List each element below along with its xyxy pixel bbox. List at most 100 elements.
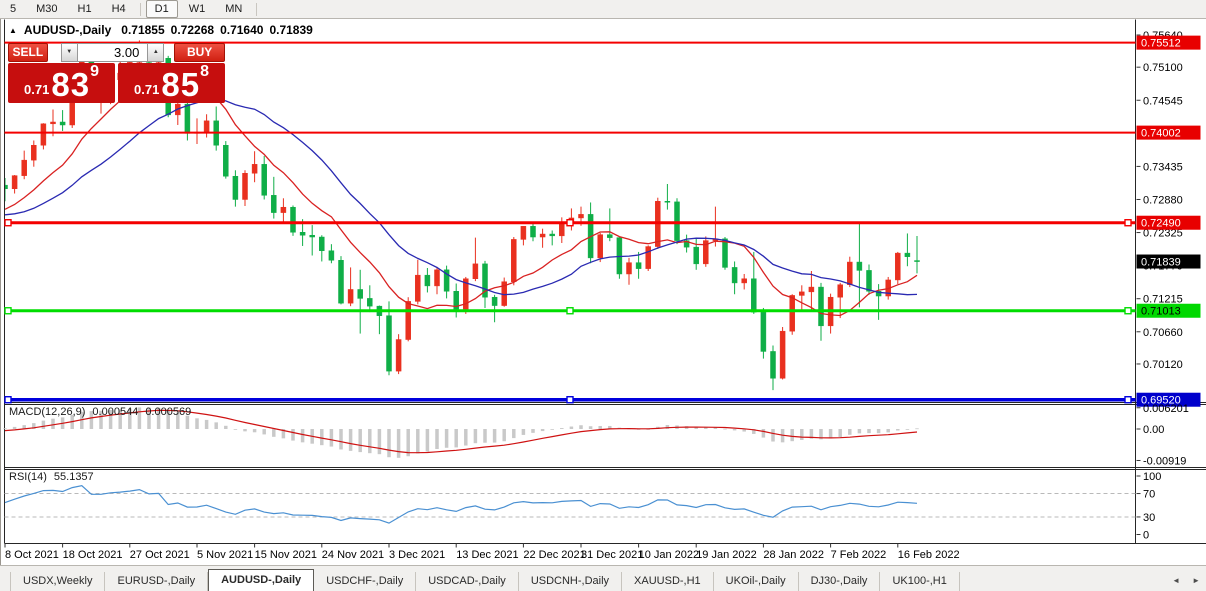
chart-tab-dj30-daily[interactable]: DJ30-,Daily — [799, 572, 881, 591]
hline-handle[interactable] — [566, 396, 574, 404]
lot-size-input[interactable]: 3.00 — [77, 43, 148, 62]
hline-handle[interactable] — [1124, 307, 1132, 315]
ma-20-line — [5, 98, 918, 296]
svg-text:22 Dec 2021: 22 Dec 2021 — [523, 549, 585, 561]
svg-text:10 Jan 2022: 10 Jan 2022 — [639, 549, 700, 561]
svg-text:0.72325: 0.72325 — [1143, 228, 1183, 240]
chart-tab-uk100-h1[interactable]: UK100-,H1 — [880, 572, 960, 591]
svg-text:70: 70 — [1143, 489, 1155, 501]
macd-indicator-label: MACD(12,26,9) 0.000544 0.000569 — [9, 406, 191, 418]
chart-tab-eurusd-daily[interactable]: EURUSD-,Daily — [105, 572, 209, 591]
buy-price-display[interactable]: 0.71 85 8 — [118, 63, 225, 103]
svg-text:27 Oct 2021: 27 Oct 2021 — [130, 549, 190, 561]
svg-text:8 Oct 2021: 8 Oct 2021 — [5, 549, 59, 561]
svg-text:0.72490: 0.72490 — [1141, 218, 1181, 230]
svg-text:0.71215: 0.71215 — [1143, 294, 1183, 306]
svg-text:0.71013: 0.71013 — [1141, 306, 1181, 318]
chart-title: ▲ AUDUSD-,Daily 0.71855 0.72268 0.71640 … — [9, 23, 319, 37]
price-tag-resistance-1[interactable]: 0.75512 — [1136, 35, 1201, 50]
hline-handle[interactable] — [4, 219, 12, 227]
hline-handle[interactable] — [4, 307, 12, 315]
rsi-line — [4, 485, 918, 524]
sell-price-display[interactable]: 0.71 83 9 — [8, 63, 115, 103]
sell-price-main: 83 — [51, 66, 91, 103]
sell-price-prefix: 0.71 — [24, 82, 50, 97]
chart-tab-ukoil-daily[interactable]: UKOil-,Daily — [714, 572, 799, 591]
price-tag-resistance-2[interactable]: 0.74002 — [1136, 125, 1201, 140]
svg-text:0: 0 — [1143, 530, 1149, 542]
svg-text:18 Oct 2021: 18 Oct 2021 — [63, 549, 123, 561]
toolbar-separator — [256, 2, 258, 16]
timeframe-button-d1[interactable]: D1 — [145, 0, 178, 18]
svg-text:0.006201: 0.006201 — [1143, 403, 1189, 415]
svg-text:13 Dec 2021: 13 Dec 2021 — [456, 549, 518, 561]
rsi-name: RSI(14) — [9, 471, 47, 483]
ma-10-line — [5, 71, 918, 317]
svg-text:28 Jan 2022: 28 Jan 2022 — [763, 549, 824, 561]
svg-text:0.70660: 0.70660 — [1143, 327, 1183, 339]
svg-text:5 Nov 2021: 5 Nov 2021 — [197, 549, 253, 561]
lot-decrease-icon[interactable]: ▼ — [60, 43, 78, 62]
one-click-trading-panel: SELL ▼ 3.00 ▲ BUY 0.71 83 9 0.71 85 8 — [8, 43, 225, 103]
svg-text:7 Feb 2022: 7 Feb 2022 — [831, 549, 887, 561]
timeframe-toolbar: 5 M30 H1 H4 D1 W1 MN — [0, 0, 1206, 19]
hline-handle[interactable] — [4, 396, 12, 404]
svg-text:19 Jan 2022: 19 Jan 2022 — [696, 549, 757, 561]
buy-price-main: 85 — [161, 66, 201, 103]
hline-0.71013[interactable] — [4, 307, 1136, 315]
macd-histogram — [3, 407, 919, 458]
timeframe-button-m30[interactable]: M30 — [36, 3, 58, 15]
chart-tab-xauusd-h1[interactable]: XAUUSD-,H1 — [622, 572, 714, 591]
chart-tab-usdx-weekly[interactable]: USDX,Weekly — [10, 572, 106, 591]
svg-text:15 Nov 2021: 15 Nov 2021 — [255, 549, 317, 561]
svg-text:100: 100 — [1143, 471, 1161, 483]
hline-0.6952[interactable] — [4, 396, 1136, 404]
svg-text:0.72880: 0.72880 — [1143, 194, 1183, 206]
chart-tab-audusd-daily[interactable]: AUDUSD-,Daily — [208, 569, 315, 591]
hline-handle[interactable] — [566, 219, 574, 227]
sell-button[interactable]: SELL — [8, 43, 48, 62]
macd-value-signal: 0.000569 — [145, 406, 192, 418]
price-tag-resistance-3[interactable]: 0.72490 — [1136, 215, 1201, 230]
lot-increase-icon[interactable]: ▲ — [147, 43, 165, 62]
tabs-scroll-right-icon[interactable]: ► — [1192, 576, 1200, 585]
svg-text:0.74002: 0.74002 — [1141, 128, 1181, 140]
timeframe-button-h4[interactable]: H4 — [111, 3, 126, 15]
svg-text:0.74545: 0.74545 — [1143, 95, 1183, 107]
tabs-scroll-left-icon[interactable]: ◄ — [1172, 576, 1181, 585]
timeframe-button-w1[interactable]: W1 — [188, 3, 206, 15]
ohlc-close: 0.71839 — [269, 23, 313, 37]
ohlc-high: 0.72268 — [170, 23, 215, 37]
hline-handle[interactable] — [1124, 396, 1132, 404]
chart-tab-usdcnh-daily[interactable]: USDCNH-,Daily — [519, 572, 623, 591]
chart-symbol-label: AUDUSD-,Daily — [23, 23, 112, 37]
collapse-panel-icon[interactable]: ▲ — [9, 25, 17, 35]
buy-button[interactable]: BUY — [174, 43, 225, 62]
price-tag-support-2[interactable]: 0.69520 — [1136, 392, 1201, 407]
chart-tab-usdchf-daily[interactable]: USDCHF-,Daily — [314, 572, 417, 591]
buy-price-pipette: 8 — [200, 63, 209, 80]
chart-tab-bar: USDX,Weekly EURUSD-,Daily AUDUSD-,Daily USD… — [0, 565, 1206, 591]
macd-name: MACD(12,26,9) — [9, 406, 86, 418]
hline-handle[interactable] — [1124, 219, 1132, 227]
hline-handle[interactable] — [566, 307, 574, 315]
chart-tab-usdcad-daily[interactable]: USDCAD-,Daily — [416, 572, 519, 591]
timeframe-button-5[interactable]: 5 — [10, 3, 17, 15]
svg-text:0.70120: 0.70120 — [1143, 359, 1183, 371]
svg-text:0.75100: 0.75100 — [1143, 62, 1183, 74]
price-tag-current-price[interactable]: 0.71839 — [1136, 254, 1201, 269]
timeframe-button-h1[interactable]: H1 — [77, 3, 92, 15]
svg-text:0.00: 0.00 — [1143, 424, 1164, 436]
hline-0.7249[interactable] — [4, 219, 1136, 227]
rsi-value: 55.1357 — [53, 471, 94, 483]
price-tag-support-1[interactable]: 0.71013 — [1136, 303, 1201, 318]
svg-text:3 Dec 2021: 3 Dec 2021 — [389, 549, 445, 561]
tab-scrollers: ◄ ► — [1172, 576, 1200, 585]
timeframe-button-mn[interactable]: MN — [225, 3, 243, 15]
price-axis: 0.756400.751000.745450.734350.728800.723… — [1136, 30, 1201, 542]
svg-text:0.69520: 0.69520 — [1141, 395, 1181, 407]
svg-text:24 Nov 2021: 24 Nov 2021 — [322, 549, 384, 561]
buy-price-prefix: 0.71 — [134, 82, 160, 97]
